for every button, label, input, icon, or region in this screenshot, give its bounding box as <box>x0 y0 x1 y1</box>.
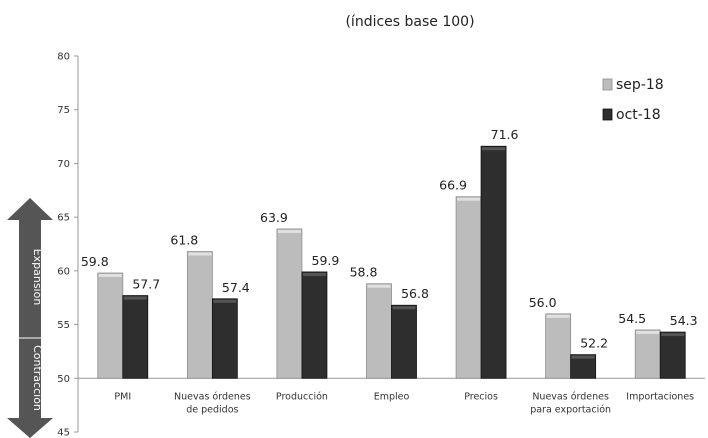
data-label-oct-18: 57.7 <box>132 277 160 292</box>
axes: 45 50 55 60 65 70 75 80 <box>57 52 705 438</box>
bar-top-highlight <box>571 355 595 359</box>
bar-sep-18 <box>545 313 572 379</box>
data-label-sep-18: 59.8 <box>81 254 109 269</box>
bar-top-highlight <box>482 147 506 151</box>
category-label: Importaciones <box>626 391 694 402</box>
legend-swatch-sep-18 <box>602 78 613 91</box>
bar-sep-18 <box>186 251 213 379</box>
bar-sep-18 <box>276 228 303 379</box>
bar-oct-18 <box>301 271 328 379</box>
bar-top-highlight <box>661 333 685 337</box>
category-labels: PMI Nuevas órdenes de pedidos Producción Emp… <box>114 391 694 415</box>
data-label-oct-18: 57.4 <box>222 280 250 295</box>
y-tick-label: 55 <box>57 320 70 331</box>
data-label-oct-18: 56.8 <box>401 286 429 301</box>
category-label: Producción <box>276 391 328 402</box>
bar-top-highlight <box>123 296 147 300</box>
bar-oct-18 <box>391 304 417 379</box>
category-label: Nuevas órdenes <box>174 391 251 402</box>
bar-top-highlight <box>457 197 481 201</box>
data-label-sep-18: 54.5 <box>618 311 646 326</box>
data-label-sep-18: 61.8 <box>170 233 198 248</box>
legend-label-sep-18: sep-18 <box>616 77 664 93</box>
bar-top-highlight <box>302 272 326 276</box>
bar-oct-18 <box>570 354 597 379</box>
y-tick-label: 70 <box>57 159 70 170</box>
y-tick-label: 75 <box>57 105 70 116</box>
category-label: PMI <box>114 391 131 402</box>
category-label: de pedidos <box>186 404 238 415</box>
data-label-sep-18: 66.9 <box>439 178 467 193</box>
y-tick-label: 60 <box>57 266 70 277</box>
data-label-sep-18: 58.8 <box>350 265 378 280</box>
y-tick-label: 45 <box>57 428 70 438</box>
bar-top-highlight <box>636 330 660 334</box>
category-label: Precios <box>464 391 498 402</box>
data-label-oct-18: 59.9 <box>312 253 340 268</box>
category-label: Empleo <box>374 391 410 402</box>
bar-oct-18 <box>211 298 238 379</box>
bars <box>97 145 686 379</box>
bar-top-highlight <box>188 252 212 256</box>
legend-label-oct-18: oct-18 <box>616 107 661 123</box>
contraction-arrow-shape <box>7 338 53 438</box>
bar-sep-18 <box>455 196 482 379</box>
contraction-label: Contracción <box>31 345 44 411</box>
expansion-contraction-arrow: Expansión Contracción <box>7 198 53 438</box>
data-label-oct-18: 71.6 <box>491 127 519 142</box>
category-label: Nuevas órdenes <box>532 391 609 402</box>
category-label: para exportación <box>530 404 611 415</box>
chart-title: (índices base 100) <box>345 14 474 30</box>
y-tick-label: 50 <box>57 374 70 385</box>
data-label-sep-18: 56.0 <box>529 295 557 310</box>
bar-sep-18 <box>97 272 124 379</box>
y-tick-label: 80 <box>57 52 70 63</box>
bar-top-highlight <box>367 284 391 288</box>
data-label-sep-18: 63.9 <box>260 210 288 225</box>
expansion-label: Expansión <box>31 249 44 306</box>
bar-oct-18 <box>122 295 149 379</box>
data-label-oct-18: 52.2 <box>580 336 608 351</box>
bar-oct-18 <box>480 145 507 379</box>
data-label-oct-18: 54.3 <box>670 313 698 328</box>
bar-top-highlight <box>213 299 237 303</box>
legend-swatch-oct-18 <box>602 108 613 121</box>
bar-sep-18 <box>366 283 392 379</box>
bar-top-highlight <box>277 229 301 233</box>
bar-sep-18 <box>634 329 661 379</box>
bar-oct-18 <box>659 331 686 379</box>
bar-top-highlight <box>546 314 570 318</box>
data-labels: 59.8 57.7 61.8 57.4 63.9 59.9 58.8 56.8 66.9 71.6… <box>81 127 698 350</box>
bar-top-highlight <box>98 274 122 278</box>
bar-top-highlight <box>392 306 416 310</box>
expansion-arrow-shape <box>7 198 53 338</box>
legend: sep-18 oct-18 <box>602 77 664 123</box>
y-tick-label: 65 <box>57 213 70 224</box>
